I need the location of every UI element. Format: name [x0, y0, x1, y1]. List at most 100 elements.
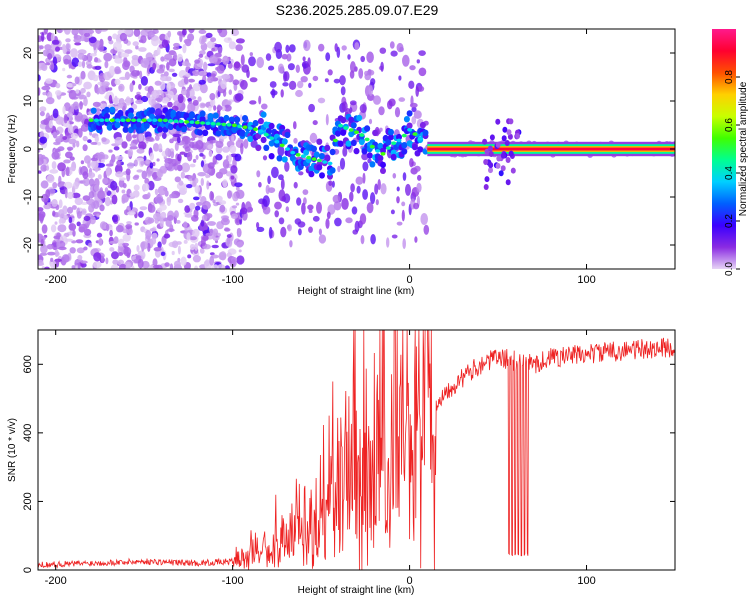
- spectrogram-cell: [129, 82, 134, 93]
- spectrogram-cell: [89, 216, 96, 225]
- spectrogram-cell: [41, 32, 45, 42]
- spectrogram-cell: [318, 228, 322, 236]
- spectrogram-cell: [416, 59, 420, 64]
- spectrogram-cell: [198, 79, 206, 85]
- spectrogram-cell: [56, 239, 61, 250]
- spectrogram-cell: [222, 146, 230, 153]
- spectrogram-cell: [93, 184, 100, 192]
- spectrogram-cell: [104, 118, 110, 122]
- spectrogram-cell: [391, 234, 398, 239]
- spectrogram-cell: [55, 259, 60, 268]
- spectrogram-cell: [309, 132, 318, 144]
- spectrogram-cell: [89, 178, 95, 187]
- spectrogram-cell: [136, 118, 142, 122]
- y-tick-label: 600: [22, 355, 34, 373]
- spectrogram-cell: [325, 52, 331, 62]
- spectrogram-cell: [52, 131, 58, 139]
- spectrogram-cell: [221, 122, 227, 127]
- spectrogram-cell: [377, 155, 384, 162]
- spectrogram-cell: [331, 180, 335, 188]
- spectrogram-cell: [418, 50, 426, 56]
- spectrogram-cell: [279, 143, 285, 148]
- spectrogram-cell: [113, 236, 119, 244]
- spectrogram-cell: [48, 120, 54, 129]
- spectrogram-cell: [153, 213, 162, 221]
- spectrogram-cell: [67, 124, 74, 134]
- spectrogram-cell: [69, 247, 76, 254]
- spectrogram-cell: [256, 56, 265, 69]
- spectrogram-cell: [252, 120, 259, 127]
- spectrogram-cell: [195, 154, 199, 160]
- spectrogram-cell: [495, 118, 501, 125]
- spectrogram-cell: [114, 121, 121, 129]
- spectrogram-cell: [288, 80, 297, 90]
- spectrogram-cell: [122, 233, 131, 242]
- spectrogram-cell: [214, 44, 222, 48]
- colorbar-tick-label: 0.4: [724, 166, 735, 180]
- spectrogram-cell: [186, 184, 193, 189]
- spectrogram-cell: [483, 159, 489, 165]
- spectrogram-cell: [378, 106, 385, 116]
- spectrogram-cell: [88, 203, 95, 213]
- spectrogram-cell: [505, 179, 511, 186]
- spectrogram-cell: [40, 180, 49, 189]
- spectrogram-cell: [228, 116, 235, 123]
- spectrogram-cell: [160, 75, 169, 82]
- spectrogram-cell: [105, 257, 109, 265]
- spectrogram-cell: [293, 181, 298, 189]
- spectrogram-cell: [262, 195, 270, 207]
- spectrogram-cell: [47, 53, 53, 60]
- spectrogram-cell: [333, 201, 342, 211]
- spectrogram-cell: [135, 157, 144, 162]
- spectrogram-cell: [83, 32, 91, 38]
- spectrogram-cell: [209, 140, 213, 144]
- spectrogram-cell: [380, 167, 386, 174]
- spectrogram-cell: [38, 87, 41, 96]
- spectrogram-cell: [177, 153, 182, 162]
- spectrogram-cell: [401, 133, 407, 138]
- spectrogram-cell: [159, 165, 168, 174]
- spectrogram-cell: [313, 151, 320, 158]
- spectrogram-cell: [156, 46, 161, 56]
- spectrogram-cell: [186, 151, 193, 162]
- spectrogram-cell: [66, 74, 73, 79]
- spectrogram-cell: [157, 241, 162, 249]
- spectrogram-cell: [65, 151, 73, 159]
- spectrogram-cell: [94, 135, 100, 143]
- spectrogram-cell: [129, 145, 138, 150]
- spectrogram-cell: [47, 251, 56, 256]
- spectrogram-cell: [416, 182, 422, 193]
- spectrogram-cell: [239, 130, 246, 137]
- spectrogram-cell: [103, 52, 113, 62]
- spectrogram-cell: [316, 164, 323, 171]
- spectrogram-cell: [198, 53, 204, 58]
- spectrogram-cell: [79, 101, 83, 110]
- spectrogram-cell: [387, 100, 393, 110]
- spectrogram-cell: [125, 168, 131, 176]
- spectrogram-cell: [210, 99, 214, 107]
- snr-frame: [37, 329, 676, 571]
- spectrogram-cell: [70, 48, 78, 58]
- spectrogram-cell: [294, 218, 302, 225]
- spectrogram-cell: [222, 159, 230, 169]
- spectrogram-cell: [231, 205, 238, 209]
- spectrogram-cell: [168, 119, 174, 123]
- spectrogram-cell: [41, 63, 48, 71]
- spectrogram-cell: [122, 242, 129, 247]
- y-tick-label: -10: [22, 189, 34, 205]
- spectrogram-cell: [350, 183, 355, 193]
- spectrogram-cell: [63, 159, 71, 164]
- spectrogram-cell: [55, 90, 62, 96]
- y-tick-label: 10: [22, 95, 34, 107]
- spectrogram-cell: [219, 200, 227, 205]
- spectrogram-cell: [187, 254, 192, 259]
- spectrogram-cell: [372, 129, 379, 137]
- spectrogram-cell: [290, 150, 296, 155]
- spectrogram-cell: [176, 136, 181, 144]
- spectrogram-cell: [390, 50, 398, 57]
- spectrogram-cell: [149, 162, 154, 169]
- spectrogram-cell: [57, 162, 66, 172]
- spectrogram-cell: [105, 163, 114, 167]
- spectrogram-cell: [133, 29, 141, 37]
- spectrogram-cell: [341, 45, 347, 51]
